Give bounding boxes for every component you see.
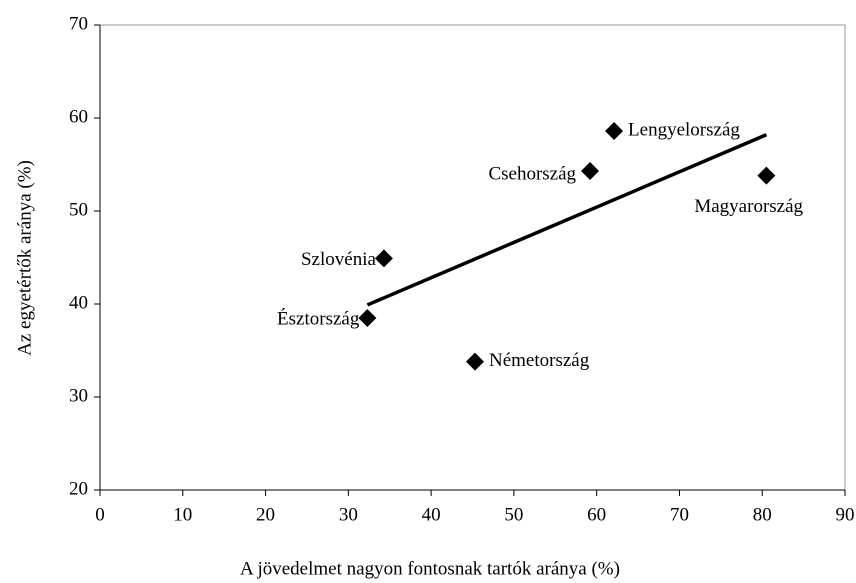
point-label: Lengyelország (628, 119, 740, 140)
y-tick-label: 40 (69, 292, 88, 313)
data-point (581, 162, 600, 181)
x-tick-label: 30 (339, 504, 358, 525)
point-label: Észtország (277, 307, 360, 329)
y-tick-label: 60 (69, 106, 88, 127)
point-label: Csehország (488, 163, 576, 184)
y-tick-label: 30 (69, 385, 88, 406)
data-point (605, 122, 624, 141)
x-tick-label: 90 (836, 504, 855, 525)
x-tick-label: 40 (422, 504, 441, 525)
y-tick-label: 70 (69, 13, 88, 34)
y-axis-label: Az egyetértők aránya (%) (14, 160, 35, 356)
data-point (358, 308, 377, 327)
y-tick-label: 20 (69, 478, 88, 499)
data-point (374, 249, 393, 268)
x-tick-label: 0 (95, 504, 105, 525)
x-tick-label: 80 (753, 504, 772, 525)
data-point (465, 352, 484, 371)
plot-frame (99, 24, 846, 491)
x-tick-label: 10 (173, 504, 192, 525)
x-tick-label: 20 (256, 504, 275, 525)
data-point (757, 166, 776, 185)
x-tick-label: 50 (504, 504, 523, 525)
point-label: Németország (489, 350, 590, 371)
trend-line (366, 133, 768, 307)
x-axis-label: A jövedelmet nagyon fontosnak tartók ará… (240, 558, 620, 579)
x-tick-label: 60 (587, 504, 606, 525)
point-label: Szlovénia (301, 249, 376, 270)
y-tick-label: 50 (69, 199, 88, 220)
point-label: Magyarország (694, 196, 803, 217)
x-tick-label: 70 (670, 504, 689, 525)
